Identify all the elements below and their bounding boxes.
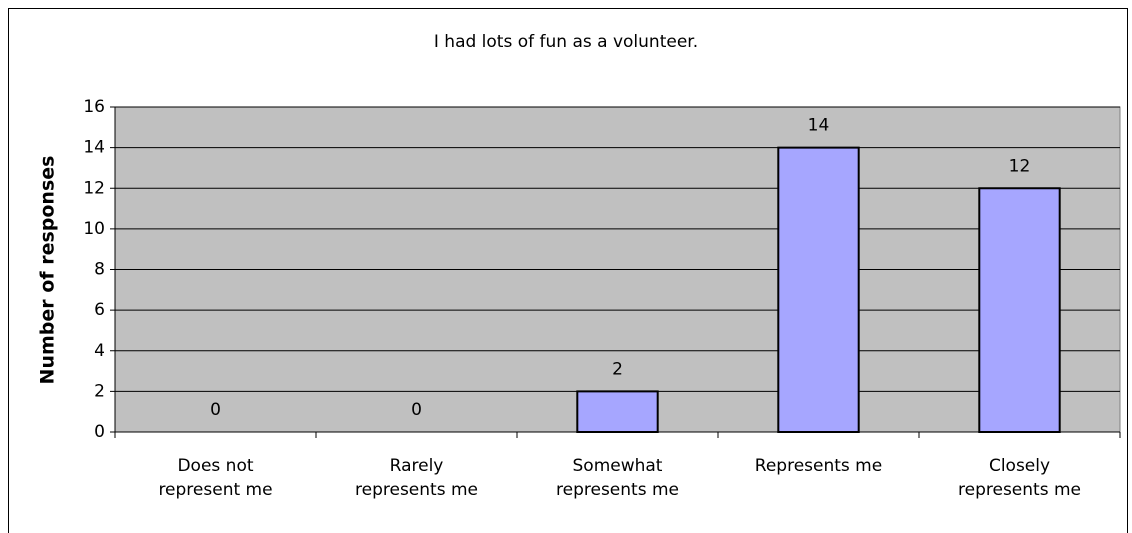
bar bbox=[777, 146, 860, 433]
value-label: 12 bbox=[1009, 156, 1031, 176]
value-label: 0 bbox=[210, 400, 221, 420]
y-tick-label: 10 bbox=[83, 219, 105, 239]
value-label: 14 bbox=[808, 116, 830, 136]
x-tick-label: Does not represent me bbox=[158, 456, 273, 500]
x-tick-label: Closely represents me bbox=[958, 456, 1081, 500]
chart-title: I had lots of fun as a volunteer. bbox=[434, 32, 698, 52]
y-tick-label: 14 bbox=[83, 138, 105, 158]
y-tick-label: 12 bbox=[83, 178, 105, 198]
y-tick-label: 6 bbox=[94, 300, 105, 320]
y-tick-label: 2 bbox=[94, 381, 105, 401]
y-tick-label: 16 bbox=[83, 97, 105, 117]
bar bbox=[978, 187, 1061, 433]
y-tick-label: 0 bbox=[94, 422, 105, 442]
y-tick-label: 4 bbox=[94, 341, 105, 361]
x-tick-label: Rarely represents me bbox=[355, 456, 478, 500]
y-tick-label: 8 bbox=[94, 260, 105, 280]
x-tick-label: Represents me bbox=[754, 456, 883, 476]
value-label: 2 bbox=[612, 359, 623, 379]
value-label: 0 bbox=[411, 400, 422, 420]
bar bbox=[576, 390, 659, 433]
y-axis-label: Number of responses bbox=[37, 156, 59, 385]
x-tick-label: Somewhat represents me bbox=[556, 456, 679, 500]
